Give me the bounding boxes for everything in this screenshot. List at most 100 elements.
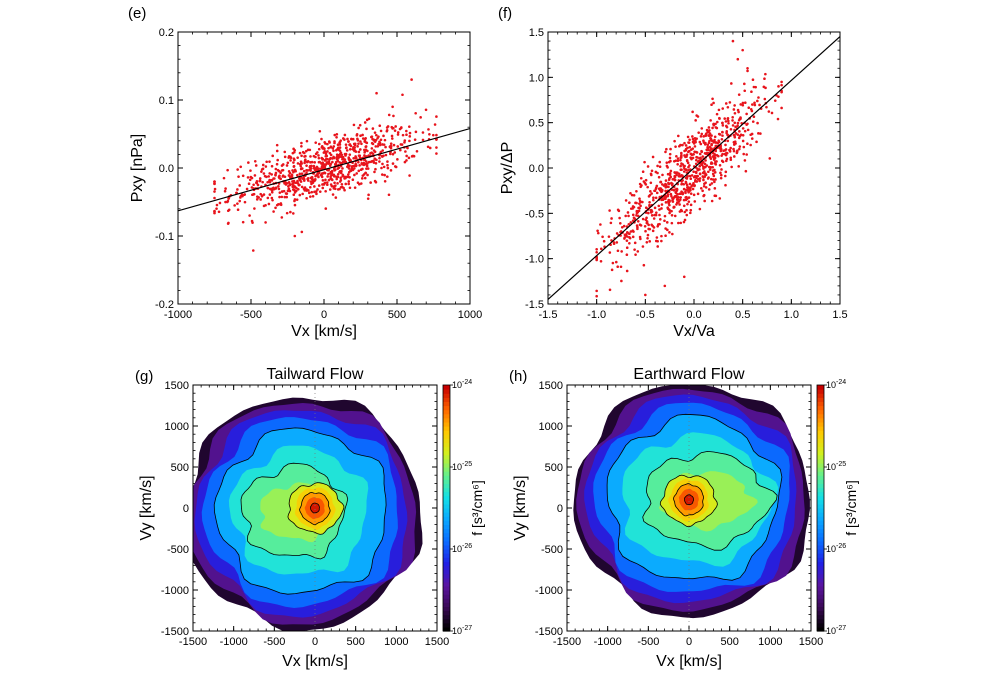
data-point: [673, 139, 676, 143]
colorbar-segment: [817, 393, 824, 398]
data-point: [699, 135, 703, 138]
data-point: [653, 206, 657, 210]
data-point: [686, 135, 690, 139]
data-point: [267, 175, 271, 178]
data-point: [677, 144, 681, 148]
data-point: [370, 147, 374, 150]
colorbar-segment: [443, 536, 450, 542]
data-point: [357, 126, 360, 130]
data-point: [309, 155, 312, 158]
data-point: [316, 151, 319, 154]
data-point: [291, 151, 295, 155]
data-point: [298, 172, 302, 176]
data-point: [615, 232, 619, 235]
data-point: [682, 187, 686, 191]
data-point: [741, 139, 745, 143]
colorbar-segment: [817, 471, 824, 476]
data-point: [405, 133, 408, 137]
data-point: [713, 157, 716, 160]
data-point: [687, 200, 691, 203]
data-point: [335, 177, 338, 181]
data-point: [396, 133, 400, 136]
y-tick-label: -1500: [535, 626, 563, 638]
data-point: [278, 195, 281, 199]
data-point: [731, 39, 735, 43]
data-point: [720, 154, 723, 157]
data-point: [313, 161, 316, 164]
data-point: [599, 259, 603, 263]
data-point: [703, 182, 706, 186]
data-point: [298, 177, 302, 181]
colorbar-tick-label: 10-25: [452, 461, 472, 472]
data-point: [408, 125, 411, 128]
colorbar-segment: [443, 590, 450, 595]
data-point: [393, 151, 397, 154]
data-point: [372, 149, 376, 152]
colorbar-segment: [443, 598, 450, 603]
y-tick-label: -1500: [161, 626, 189, 638]
data-point: [408, 139, 411, 143]
data-point: [646, 165, 650, 168]
data-point: [342, 186, 345, 190]
data-point: [344, 143, 348, 146]
data-point: [756, 99, 759, 103]
data-point: [656, 245, 660, 248]
data-point: [694, 158, 698, 162]
data-point: [365, 167, 368, 170]
data-point: [698, 164, 702, 168]
density-contour: [684, 494, 694, 506]
data-point: [749, 143, 752, 147]
data-point: [317, 171, 321, 175]
data-point: [650, 210, 654, 213]
y-tick-label: 0: [183, 503, 189, 515]
data-point: [408, 131, 412, 135]
data-point: [317, 142, 321, 146]
data-point: [405, 159, 408, 162]
data-point: [675, 198, 679, 201]
data-point: [286, 161, 290, 165]
data-point: [385, 128, 389, 132]
data-point: [301, 192, 304, 196]
data-point: [763, 97, 767, 101]
colorbar-segment: [443, 594, 450, 599]
data-point: [293, 203, 297, 207]
data-point: [719, 176, 723, 180]
data-point: [670, 213, 674, 217]
data-point: [650, 192, 653, 195]
data-point: [317, 147, 321, 151]
data-point: [601, 235, 604, 239]
data-point: [383, 179, 387, 183]
data-point: [712, 101, 715, 105]
data-point: [721, 130, 724, 134]
y-tick-label: 0.0: [159, 163, 174, 175]
data-point: [386, 166, 390, 170]
data-point: [714, 194, 718, 198]
data-point: [659, 180, 662, 184]
data-point: [248, 214, 251, 217]
data-point: [298, 193, 302, 197]
colorbar-segment: [817, 483, 824, 489]
data-point: [292, 158, 296, 161]
data-point: [725, 124, 728, 128]
data-point: [271, 198, 274, 202]
colorbar-segment: [817, 479, 824, 484]
data-point: [701, 155, 705, 158]
data-point: [280, 216, 284, 219]
data-point: [392, 114, 395, 118]
data-point: [382, 134, 385, 138]
data-point: [688, 145, 692, 149]
panel-0: (e) -1000 -500 0 500 1000 0.2 0.1 0.0 -0.1 -0.2 Vx …: [128, 5, 482, 340]
data-point: [691, 153, 695, 156]
data-point: [644, 183, 648, 186]
data-point: [293, 199, 296, 203]
data-point: [629, 192, 632, 195]
data-point: [647, 227, 650, 231]
data-point: [253, 174, 257, 177]
data-point: [378, 160, 381, 163]
x-tick-label: 0.5: [735, 309, 750, 321]
data-point: [657, 204, 661, 208]
data-point: [765, 105, 768, 109]
data-point: [435, 146, 438, 149]
data-point: [405, 129, 408, 133]
